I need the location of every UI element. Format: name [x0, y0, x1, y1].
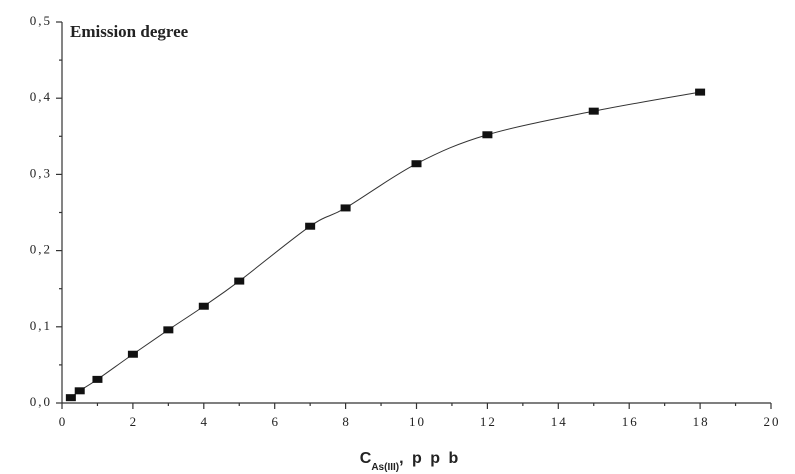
data-point [588, 107, 599, 115]
y-tick-label: 0,0 [30, 394, 52, 409]
x-label-sub: As(III) [371, 462, 399, 473]
x-tick-label: 6 [271, 414, 280, 429]
data-point [74, 387, 85, 395]
x-tick-label: 16 [622, 414, 639, 429]
data-point [163, 326, 174, 334]
y-tick-label: 0,5 [30, 13, 52, 28]
x-tick-label: 18 [693, 414, 710, 429]
x-tick-label: 8 [342, 414, 351, 429]
data-point [340, 204, 351, 212]
data-point [305, 222, 316, 230]
x-axis-label: CAs(III), p p b [360, 450, 460, 472]
data-point [482, 131, 493, 139]
x-tick-label: 14 [551, 414, 568, 429]
data-point [234, 277, 245, 285]
x-tick-label: 0 [59, 414, 68, 429]
x-label-unit: , p p b [399, 450, 460, 467]
x-tick-label: 20 [764, 414, 781, 429]
data-point [127, 350, 138, 358]
y-tick-label: 0,1 [30, 318, 52, 333]
y-tick-label: 0,2 [30, 242, 52, 257]
chart-title: Emission degree [70, 22, 189, 41]
y-tick-label: 0,4 [30, 89, 52, 104]
data-point [411, 160, 422, 168]
data-point [198, 302, 209, 310]
fit-line [70, 91, 701, 399]
y-tick-label: 0,3 [30, 165, 52, 180]
x-tick-label: 2 [130, 414, 139, 429]
data-point [695, 88, 706, 96]
x-label-main: C [360, 450, 372, 467]
x-tick-label: 4 [201, 414, 210, 429]
data-point [65, 394, 76, 402]
x-tick-label: 10 [409, 414, 426, 429]
data-point [92, 375, 103, 383]
x-tick-label: 12 [480, 414, 497, 429]
